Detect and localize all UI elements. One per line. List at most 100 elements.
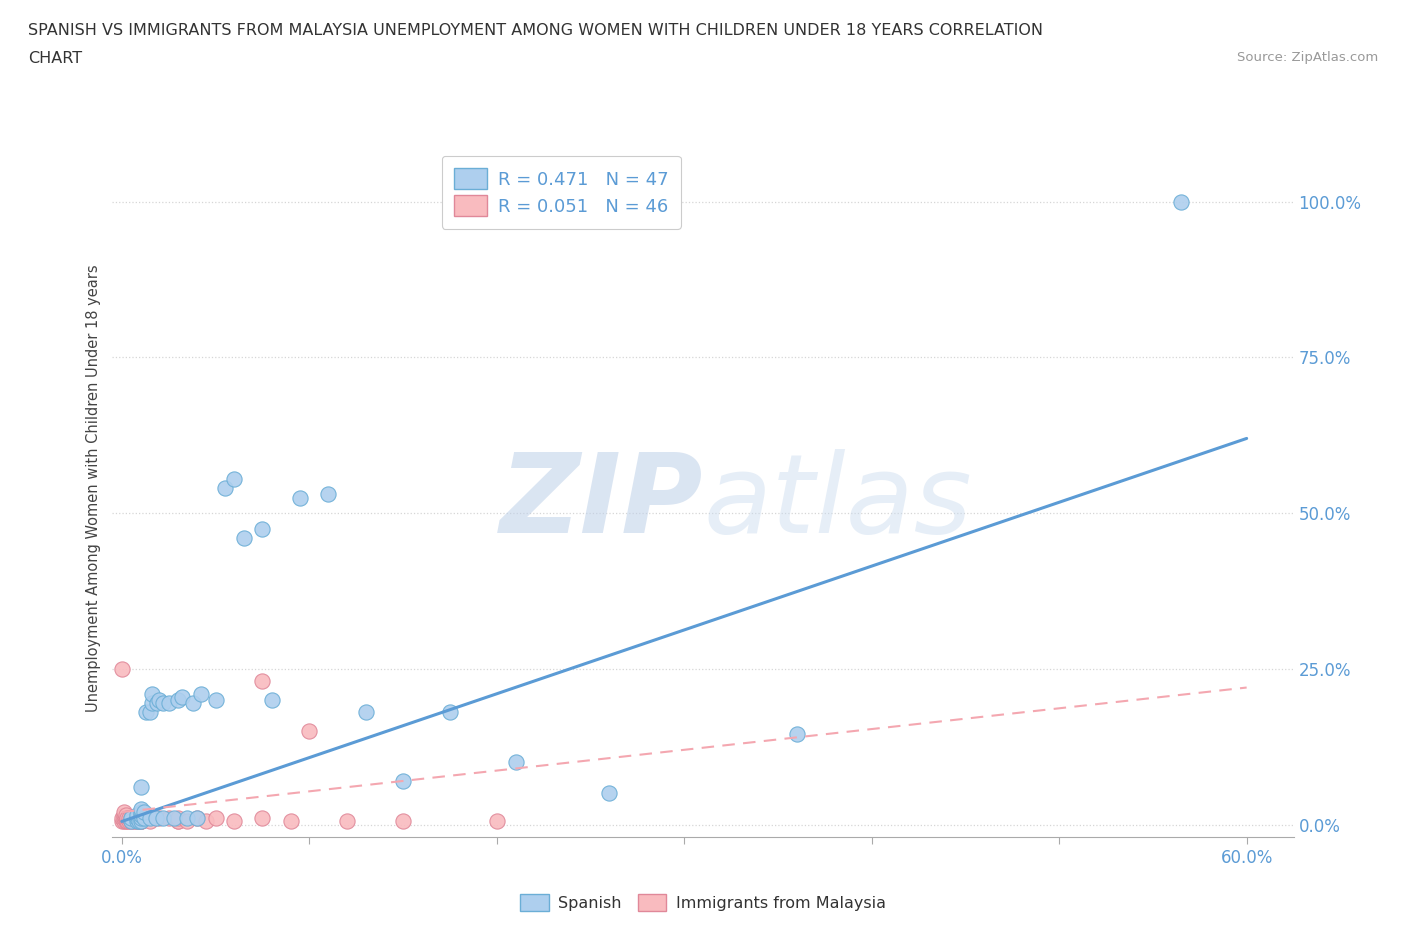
- Point: [214, 481, 236, 496]
- Point: [111, 661, 134, 676]
- Point: [125, 808, 148, 823]
- Point: [232, 531, 254, 546]
- Point: [152, 696, 174, 711]
- Point: [157, 696, 180, 711]
- Point: [260, 693, 283, 708]
- Point: [117, 814, 139, 829]
- Point: [129, 811, 152, 826]
- Point: [129, 814, 152, 829]
- Point: [128, 814, 150, 829]
- Point: [181, 696, 204, 711]
- Text: atlas: atlas: [703, 448, 972, 556]
- Point: [129, 811, 152, 826]
- Point: [786, 727, 808, 742]
- Point: [128, 814, 150, 829]
- Point: [163, 811, 186, 826]
- Point: [112, 808, 135, 823]
- Point: [129, 814, 152, 829]
- Text: CHART: CHART: [28, 51, 82, 66]
- Y-axis label: Unemployment Among Women with Children Under 18 years: Unemployment Among Women with Children U…: [86, 264, 101, 712]
- Point: [124, 814, 146, 829]
- Point: [505, 755, 527, 770]
- Point: [1170, 194, 1192, 209]
- Point: [392, 814, 415, 829]
- Point: [114, 808, 136, 823]
- Point: [120, 811, 142, 826]
- Point: [186, 811, 208, 826]
- Point: [298, 724, 321, 738]
- Point: [141, 686, 163, 701]
- Point: [186, 811, 208, 826]
- Point: [167, 814, 190, 829]
- Point: [280, 814, 302, 829]
- Point: [252, 811, 274, 826]
- Point: [439, 705, 461, 720]
- Point: [120, 814, 142, 829]
- Point: [129, 802, 152, 817]
- Point: [111, 811, 134, 826]
- Point: [129, 779, 152, 794]
- Point: [152, 811, 174, 826]
- Point: [252, 674, 274, 689]
- Point: [112, 804, 135, 819]
- Point: [120, 811, 142, 826]
- Point: [129, 814, 152, 829]
- Point: [392, 774, 415, 789]
- Point: [134, 811, 156, 826]
- Point: [598, 786, 620, 801]
- Point: [114, 814, 136, 829]
- Point: [252, 522, 274, 537]
- Point: [120, 814, 142, 829]
- Point: [125, 811, 148, 826]
- Point: [129, 814, 152, 829]
- Point: [135, 705, 157, 720]
- Point: [170, 689, 193, 704]
- Text: ZIP: ZIP: [499, 448, 703, 556]
- Point: [176, 814, 198, 829]
- Point: [129, 808, 152, 823]
- Point: [195, 814, 218, 829]
- Point: [288, 490, 311, 505]
- Point: [125, 814, 148, 829]
- Point: [224, 814, 246, 829]
- Point: [224, 472, 246, 486]
- Point: [316, 487, 339, 502]
- Point: [112, 814, 135, 829]
- Point: [129, 808, 152, 823]
- Text: SPANISH VS IMMIGRANTS FROM MALAYSIA UNEMPLOYMENT AMONG WOMEN WITH CHILDREN UNDER: SPANISH VS IMMIGRANTS FROM MALAYSIA UNEM…: [28, 23, 1043, 38]
- Point: [167, 811, 190, 826]
- Legend: R = 0.471   N = 47, R = 0.051   N = 46: R = 0.471 N = 47, R = 0.051 N = 46: [441, 155, 681, 229]
- Point: [117, 811, 139, 826]
- Point: [148, 811, 170, 826]
- Point: [114, 811, 136, 826]
- Point: [354, 705, 377, 720]
- Point: [129, 804, 152, 819]
- Point: [336, 814, 359, 829]
- Point: [167, 814, 190, 829]
- Text: Source: ZipAtlas.com: Source: ZipAtlas.com: [1237, 51, 1378, 64]
- Point: [176, 811, 198, 826]
- Point: [118, 814, 141, 829]
- Point: [129, 811, 152, 826]
- Point: [204, 693, 226, 708]
- Point: [204, 811, 226, 826]
- Point: [111, 814, 134, 829]
- Point: [112, 811, 135, 826]
- Point: [485, 814, 508, 829]
- Point: [125, 814, 148, 829]
- Point: [139, 814, 162, 829]
- Legend: Spanish, Immigrants from Malaysia: Spanish, Immigrants from Malaysia: [513, 887, 893, 917]
- Point: [145, 811, 167, 826]
- Point: [139, 705, 162, 720]
- Point: [148, 693, 170, 708]
- Point: [118, 811, 141, 826]
- Point: [146, 696, 169, 711]
- Point: [190, 686, 212, 701]
- Point: [122, 814, 145, 829]
- Point: [129, 814, 152, 829]
- Point: [124, 811, 146, 826]
- Point: [141, 696, 163, 711]
- Point: [139, 811, 162, 826]
- Point: [134, 804, 156, 819]
- Point: [167, 693, 190, 708]
